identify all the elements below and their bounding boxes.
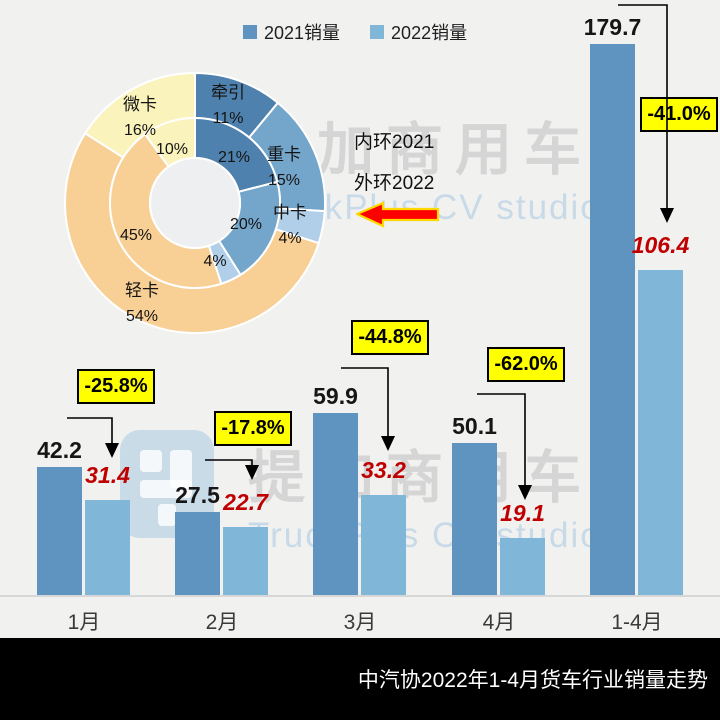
donut-outer-pct-label: 11% [213,110,244,127]
legend-label: 2021销量 [264,23,341,43]
donut-outer-pct-label: 54% [126,308,158,325]
legend-item: 2021销量 [243,19,340,45]
donut-inner-pct-label: 4% [203,253,226,270]
donut-inner-pct-label: 21% [218,149,250,166]
change-arrow-line [205,459,253,467]
donut-hole [149,157,241,249]
x-axis-label: 4月 [482,611,516,634]
donut-outer-pct-label: 15% [268,172,300,189]
bar-2021 [175,512,220,597]
bar-2022 [85,500,130,597]
value-label-2022: 19.1 [500,500,545,527]
change-arrow-line [67,417,113,445]
change-arrow-line [477,393,526,487]
change-badge: -25.8% [77,369,155,404]
change-arrow-head [660,208,674,223]
truckplus-logo-icon [120,430,214,538]
donut-inner-pct-label: 45% [120,227,152,244]
bar-2021 [452,442,497,597]
value-label-2021: 27.5 [175,482,220,509]
value-label-2021: 179.7 [583,14,642,40]
value-label-2021: 42.2 [37,437,82,464]
legend-label: 2022销量 [391,23,468,43]
donut-annotation-line1: 内环2021 [354,132,435,153]
bar-2021 [313,412,358,597]
donut-annotation-line2: 外环2022 [354,173,435,194]
donut-category-label: 微卡 [123,95,157,114]
legend-item: 2022销量 [370,19,467,45]
value-label-2022: 106.4 [631,231,690,258]
bar-2022 [223,527,268,597]
change-arrow-line [341,367,389,438]
change-badge: -44.8% [351,320,429,355]
change-arrow-line [618,4,668,210]
change-badge: -41.0% [640,97,718,132]
legend-swatch-icon [370,25,385,39]
bar-2022 [361,494,406,597]
change-arrow-head [518,485,532,500]
donut-inner-pct-label: 20% [230,216,262,233]
value-label-2022: 33.2 [361,456,406,483]
bar-2022 [638,269,683,597]
value-label-2021: 50.1 [452,412,497,439]
change-badge: -17.8% [214,411,292,446]
left-arrow-icon [356,201,440,228]
change-badge: -62.0% [487,347,565,382]
bar-2021 [37,467,82,597]
legend-swatch-icon [243,25,257,39]
bar-2022 [500,538,545,597]
donut-outer-pct-label: 16% [124,122,156,139]
chart-legend: 2021销量 2022销量 [243,19,467,45]
change-arrow-head [381,436,395,451]
donut-inner-pct-label: 10% [156,141,188,158]
x-axis-label: 1月 [67,611,101,634]
donut-category-label: 中卡 [273,203,307,222]
donut-category-label: 轻卡 [125,281,159,300]
donut-category-label: 重卡 [267,145,301,164]
value-label-2022: 31.4 [85,462,130,489]
donut-annotation: 内环2021 外环2022 [354,128,434,210]
value-label-2022: 22.7 [223,489,268,516]
footer-bar: 中汽协2022年1-4月货车行业销量走势 [0,638,720,720]
donut-chart: 牵引 11% 21% 重卡 15% 20% 中卡 4% 4% 轻卡 54% 45% 微卡 16%10% [64,72,326,334]
x-axis-label: 3月 [343,611,377,634]
change-arrow-head [245,465,259,480]
donut-outer-pct-label: 4% [278,230,301,247]
value-label-2021: 59.9 [313,382,358,409]
donut-category-label: 牵引 [211,83,245,102]
bar-2021 [590,44,635,597]
x-axis-label: 1-4月 [611,611,663,634]
chart-title: 中汽协2022年1-4月货车行业销量走势 [357,669,708,692]
x-axis-line [0,595,720,597]
change-arrow-head [105,443,119,458]
x-axis-label: 2月 [205,611,239,634]
